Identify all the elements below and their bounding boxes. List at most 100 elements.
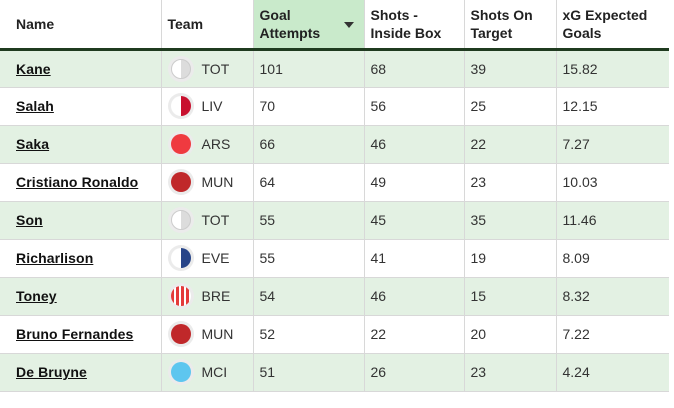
shots-inside-box-cell: 46 xyxy=(364,277,465,316)
stats-table: Name Team Goal Attempts Shots - Inside B… xyxy=(0,0,669,392)
player-cell: Richarlison xyxy=(0,239,162,278)
team-cell: TOT xyxy=(161,201,254,240)
team-code: TOT xyxy=(201,212,230,228)
shots-inside-box-cell: 41 xyxy=(364,239,465,278)
team-badge-holder xyxy=(167,131,194,157)
player-link[interactable]: Salah xyxy=(16,98,54,114)
team-badge-holder xyxy=(167,359,194,385)
team-badge-holder xyxy=(167,93,194,119)
xg-cell: 7.22 xyxy=(556,315,669,354)
player-link[interactable]: Toney xyxy=(16,288,57,304)
team-cell: BRE xyxy=(161,277,254,316)
header-team-label: Team xyxy=(167,15,204,32)
player-cell: Cristiano Ronaldo xyxy=(0,163,162,202)
player-cell: Toney xyxy=(0,277,162,316)
shots-on-target-cell: 35 xyxy=(464,201,557,240)
player-link[interactable]: Richarlison xyxy=(16,250,94,266)
shots-on-target-cell: 23 xyxy=(464,353,557,392)
goal-attempts-cell: 54 xyxy=(253,277,365,316)
table-row: Salah LIV 70 56 25 12.15 xyxy=(0,87,669,126)
goal-attempts-cell: 101 xyxy=(253,49,365,88)
header-name[interactable]: Name xyxy=(0,0,162,51)
header-shots-on-target-label: Shots On Target xyxy=(470,6,533,41)
player-cell: Salah xyxy=(0,87,162,126)
table-row: Kane TOT 101 68 39 15.82 xyxy=(0,49,669,88)
header-name-label: Name xyxy=(16,15,55,32)
team-cell: ARS xyxy=(161,125,254,164)
goal-attempts-cell: 70 xyxy=(253,87,365,126)
header-team[interactable]: Team xyxy=(161,0,254,51)
table-row: Cristiano Ronaldo MUN 64 49 23 10.03 xyxy=(0,163,669,202)
header-shots-on-target[interactable]: Shots On Target xyxy=(464,0,557,51)
ars-badge-icon xyxy=(170,134,191,154)
shots-on-target-cell: 25 xyxy=(464,87,557,126)
shots-inside-box-cell: 56 xyxy=(364,87,465,126)
header-shots-inside-box[interactable]: Shots - Inside Box xyxy=(364,0,465,51)
header-goal-attempts-label: Goal Attempts xyxy=(259,6,321,41)
xg-cell: 8.32 xyxy=(556,277,669,316)
team-cell: LIV xyxy=(161,87,254,126)
player-cell: Bruno Fernandes xyxy=(0,315,162,354)
mun-badge-icon xyxy=(170,172,191,192)
xg-cell: 4.24 xyxy=(556,353,669,392)
tot-badge-icon xyxy=(170,58,191,79)
shots-on-target-cell: 20 xyxy=(464,315,557,354)
team-code: LIV xyxy=(201,98,223,114)
player-link[interactable]: Son xyxy=(16,212,43,228)
shots-on-target-cell: 23 xyxy=(464,163,557,202)
team-badge-holder xyxy=(167,207,194,233)
team-code: TOT xyxy=(201,60,230,77)
header-shots-inside-box-label: Shots - Inside Box xyxy=(370,6,442,41)
xg-cell: 15.82 xyxy=(556,49,669,88)
shots-inside-box-cell: 68 xyxy=(364,49,465,88)
player-link[interactable]: Bruno Fernandes xyxy=(16,326,134,342)
team-code: MCI xyxy=(201,364,228,380)
table-row: Saka ARS 66 46 22 7.27 xyxy=(0,125,669,164)
eve-badge-icon xyxy=(170,248,191,268)
xg-cell: 10.03 xyxy=(556,163,669,202)
team-cell: MCI xyxy=(161,353,254,392)
team-cell: MUN xyxy=(161,315,254,354)
tot-badge-icon xyxy=(170,210,191,230)
goal-attempts-cell: 51 xyxy=(253,353,365,392)
table-row: De Bruyne MCI 51 26 23 4.24 xyxy=(0,353,669,392)
team-code: MUN xyxy=(201,326,234,342)
header-xg-label: xG Expected Goals xyxy=(562,6,648,41)
team-code: MUN xyxy=(201,174,234,190)
header-goal-attempts[interactable]: Goal Attempts xyxy=(253,0,365,51)
header-row: Name Team Goal Attempts Shots - Inside B… xyxy=(0,0,669,51)
team-badge-holder xyxy=(167,55,194,82)
team-badge-holder xyxy=(167,321,194,347)
goal-attempts-cell: 55 xyxy=(253,201,365,240)
table-row: Bruno Fernandes MUN 52 22 20 7.22 xyxy=(0,315,669,354)
player-link[interactable]: Saka xyxy=(16,136,50,152)
player-cell: De Bruyne xyxy=(0,353,162,392)
player-cell: Kane xyxy=(0,49,162,88)
table-row: Richarlison EVE 55 41 19 8.09 xyxy=(0,239,669,278)
sort-descending-icon xyxy=(343,22,354,28)
table-row: Son TOT 55 45 35 11.46 xyxy=(0,201,669,240)
xg-cell: 12.15 xyxy=(556,87,669,126)
team-code: ARS xyxy=(201,136,231,152)
player-link[interactable]: Cristiano Ronaldo xyxy=(16,174,139,190)
xg-cell: 11.46 xyxy=(556,201,669,240)
shots-on-target-cell: 19 xyxy=(464,239,557,278)
team-code: BRE xyxy=(201,288,231,304)
player-link[interactable]: Kane xyxy=(16,60,51,77)
shots-inside-box-cell: 49 xyxy=(364,163,465,202)
bre-badge-icon xyxy=(170,286,191,306)
goal-attempts-cell: 55 xyxy=(253,239,365,278)
team-badge-holder xyxy=(167,283,194,309)
shots-inside-box-cell: 45 xyxy=(364,201,465,240)
team-badge-holder xyxy=(167,169,194,195)
goal-attempts-cell: 66 xyxy=(253,125,365,164)
xg-cell: 8.09 xyxy=(556,239,669,278)
header-xg[interactable]: xG Expected Goals xyxy=(556,0,669,51)
player-cell: Saka xyxy=(0,125,162,164)
player-link[interactable]: De Bruyne xyxy=(16,364,87,380)
team-code: EVE xyxy=(201,250,230,266)
goal-attempts-cell: 64 xyxy=(253,163,365,202)
player-cell: Son xyxy=(0,201,162,240)
goal-attempts-cell: 52 xyxy=(253,315,365,354)
shots-inside-box-cell: 26 xyxy=(364,353,465,392)
